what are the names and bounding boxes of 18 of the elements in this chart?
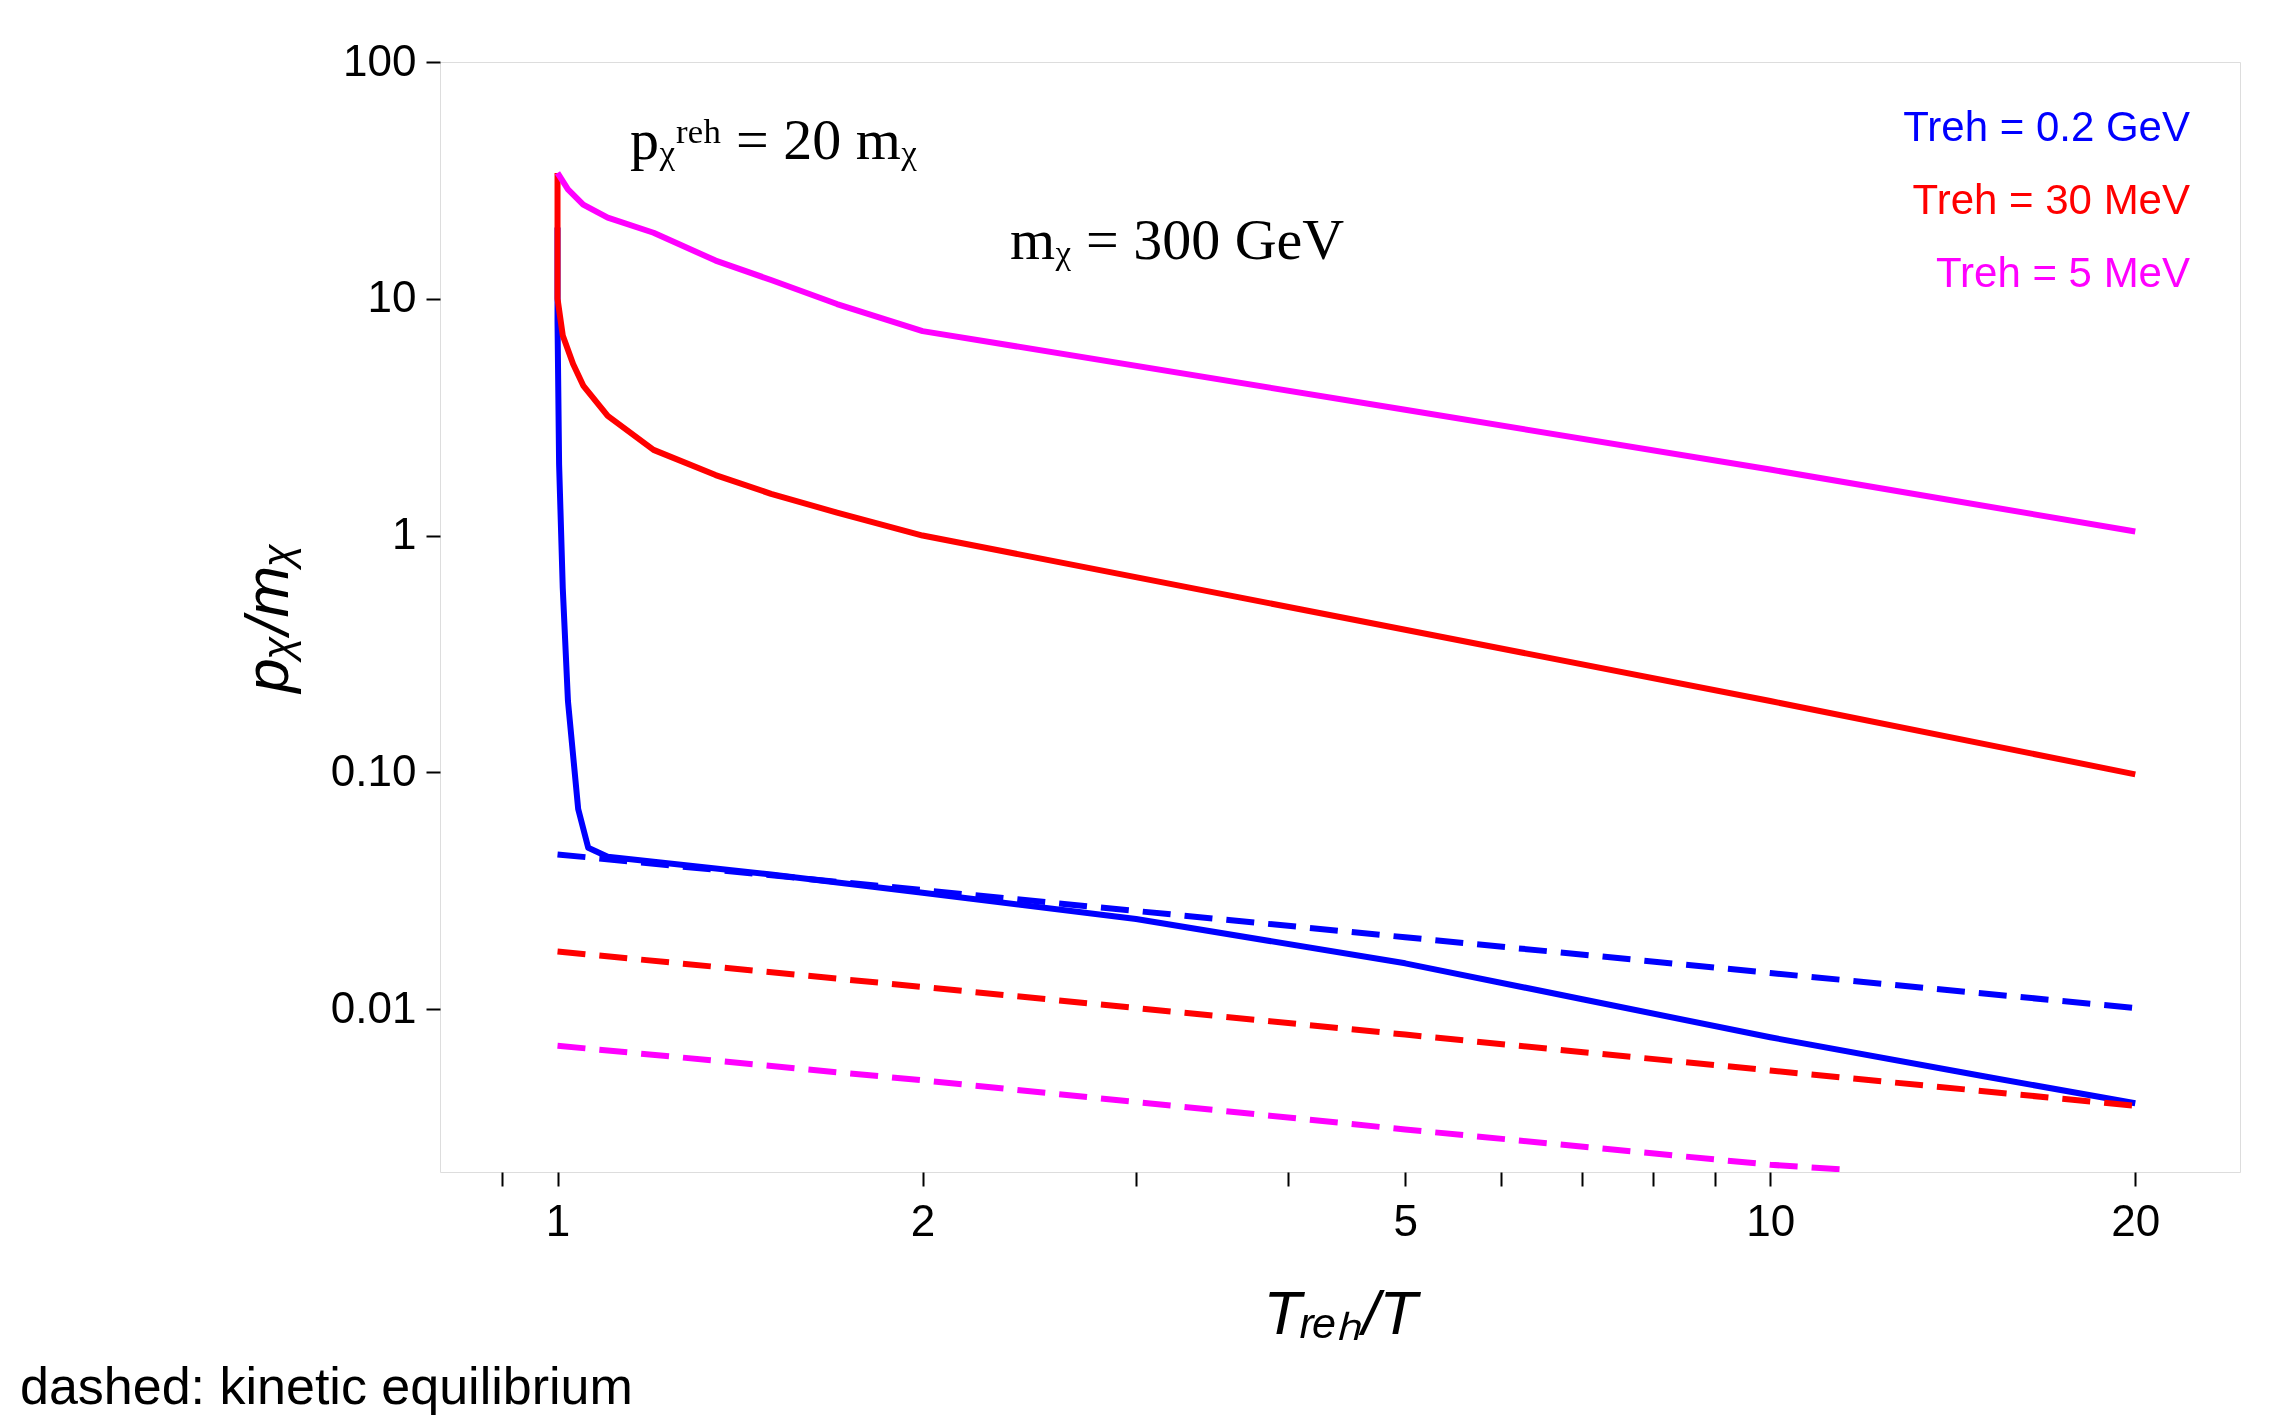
y-tick-label: 0.10 [330, 745, 417, 795]
text: Treh = 30 MeV [1912, 176, 2190, 223]
y-tick-label: 10 [367, 272, 417, 322]
annotation: mᵪ = 300 GeV [1010, 207, 1345, 272]
text: Treh = 5 MeV [1935, 249, 2190, 296]
x-axis-title: Tᵣₑₕ/T [1263, 1277, 1422, 1347]
text: Treh = 0.2 GeV [1903, 103, 2190, 150]
y-axis-title: pᵪ/mᵪ [231, 542, 301, 695]
y-tick-label: 100 [343, 35, 417, 85]
annotation: pᵪʳᵉʰ = 20 mᵪ [630, 107, 918, 172]
text: dashed: kinetic equilibrium [20, 1357, 633, 1415]
x-tick-label: 20 [2111, 1195, 2161, 1245]
y-tick-label: 0.01 [330, 982, 417, 1032]
x-tick-label: 5 [1393, 1195, 1418, 1245]
x-tick-label: 1 [545, 1195, 571, 1245]
x-tick-label: 2 [910, 1195, 936, 1245]
y-tick-label: 1 [392, 509, 417, 559]
x-tick-label: 10 [1746, 1195, 1796, 1245]
